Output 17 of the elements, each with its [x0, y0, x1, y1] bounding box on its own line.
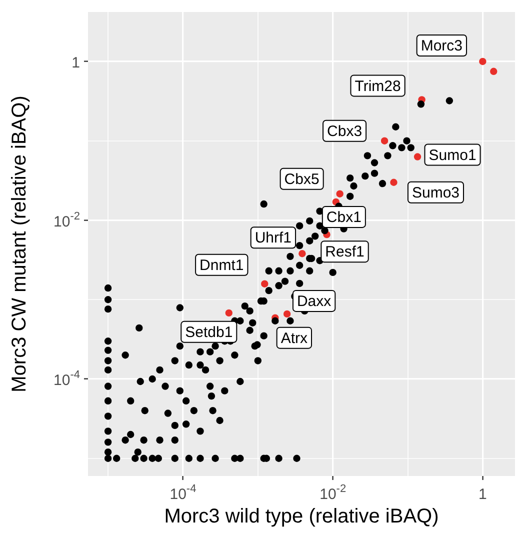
annotation: Cbx1 — [326, 209, 362, 226]
annotation: Resf1 — [325, 244, 364, 261]
y-tick-label: 1 — [72, 54, 80, 72]
annotation: Cbx3 — [327, 123, 362, 140]
x-tick-label: 1 — [478, 486, 487, 504]
annotation: Morc3 — [420, 38, 463, 55]
annotation: Uhrf1 — [254, 230, 292, 247]
annotation: Sumo1 — [428, 146, 476, 164]
annotation: Dnmt1 — [200, 256, 244, 274]
annotation: Sumo3 — [412, 184, 460, 202]
annotation: Cbx5 — [284, 170, 320, 188]
x-axis-title: Morc3 wild type (relative iBAQ) — [164, 506, 439, 528]
annotation: Trim28 — [354, 78, 401, 95]
annotation: Atrx — [280, 330, 308, 347]
annotation: Daxx — [296, 293, 332, 310]
annotation: Setdb1 — [185, 324, 233, 342]
y-axis-title: Morc3 CW mutant (relative iBAQ) — [8, 96, 31, 392]
